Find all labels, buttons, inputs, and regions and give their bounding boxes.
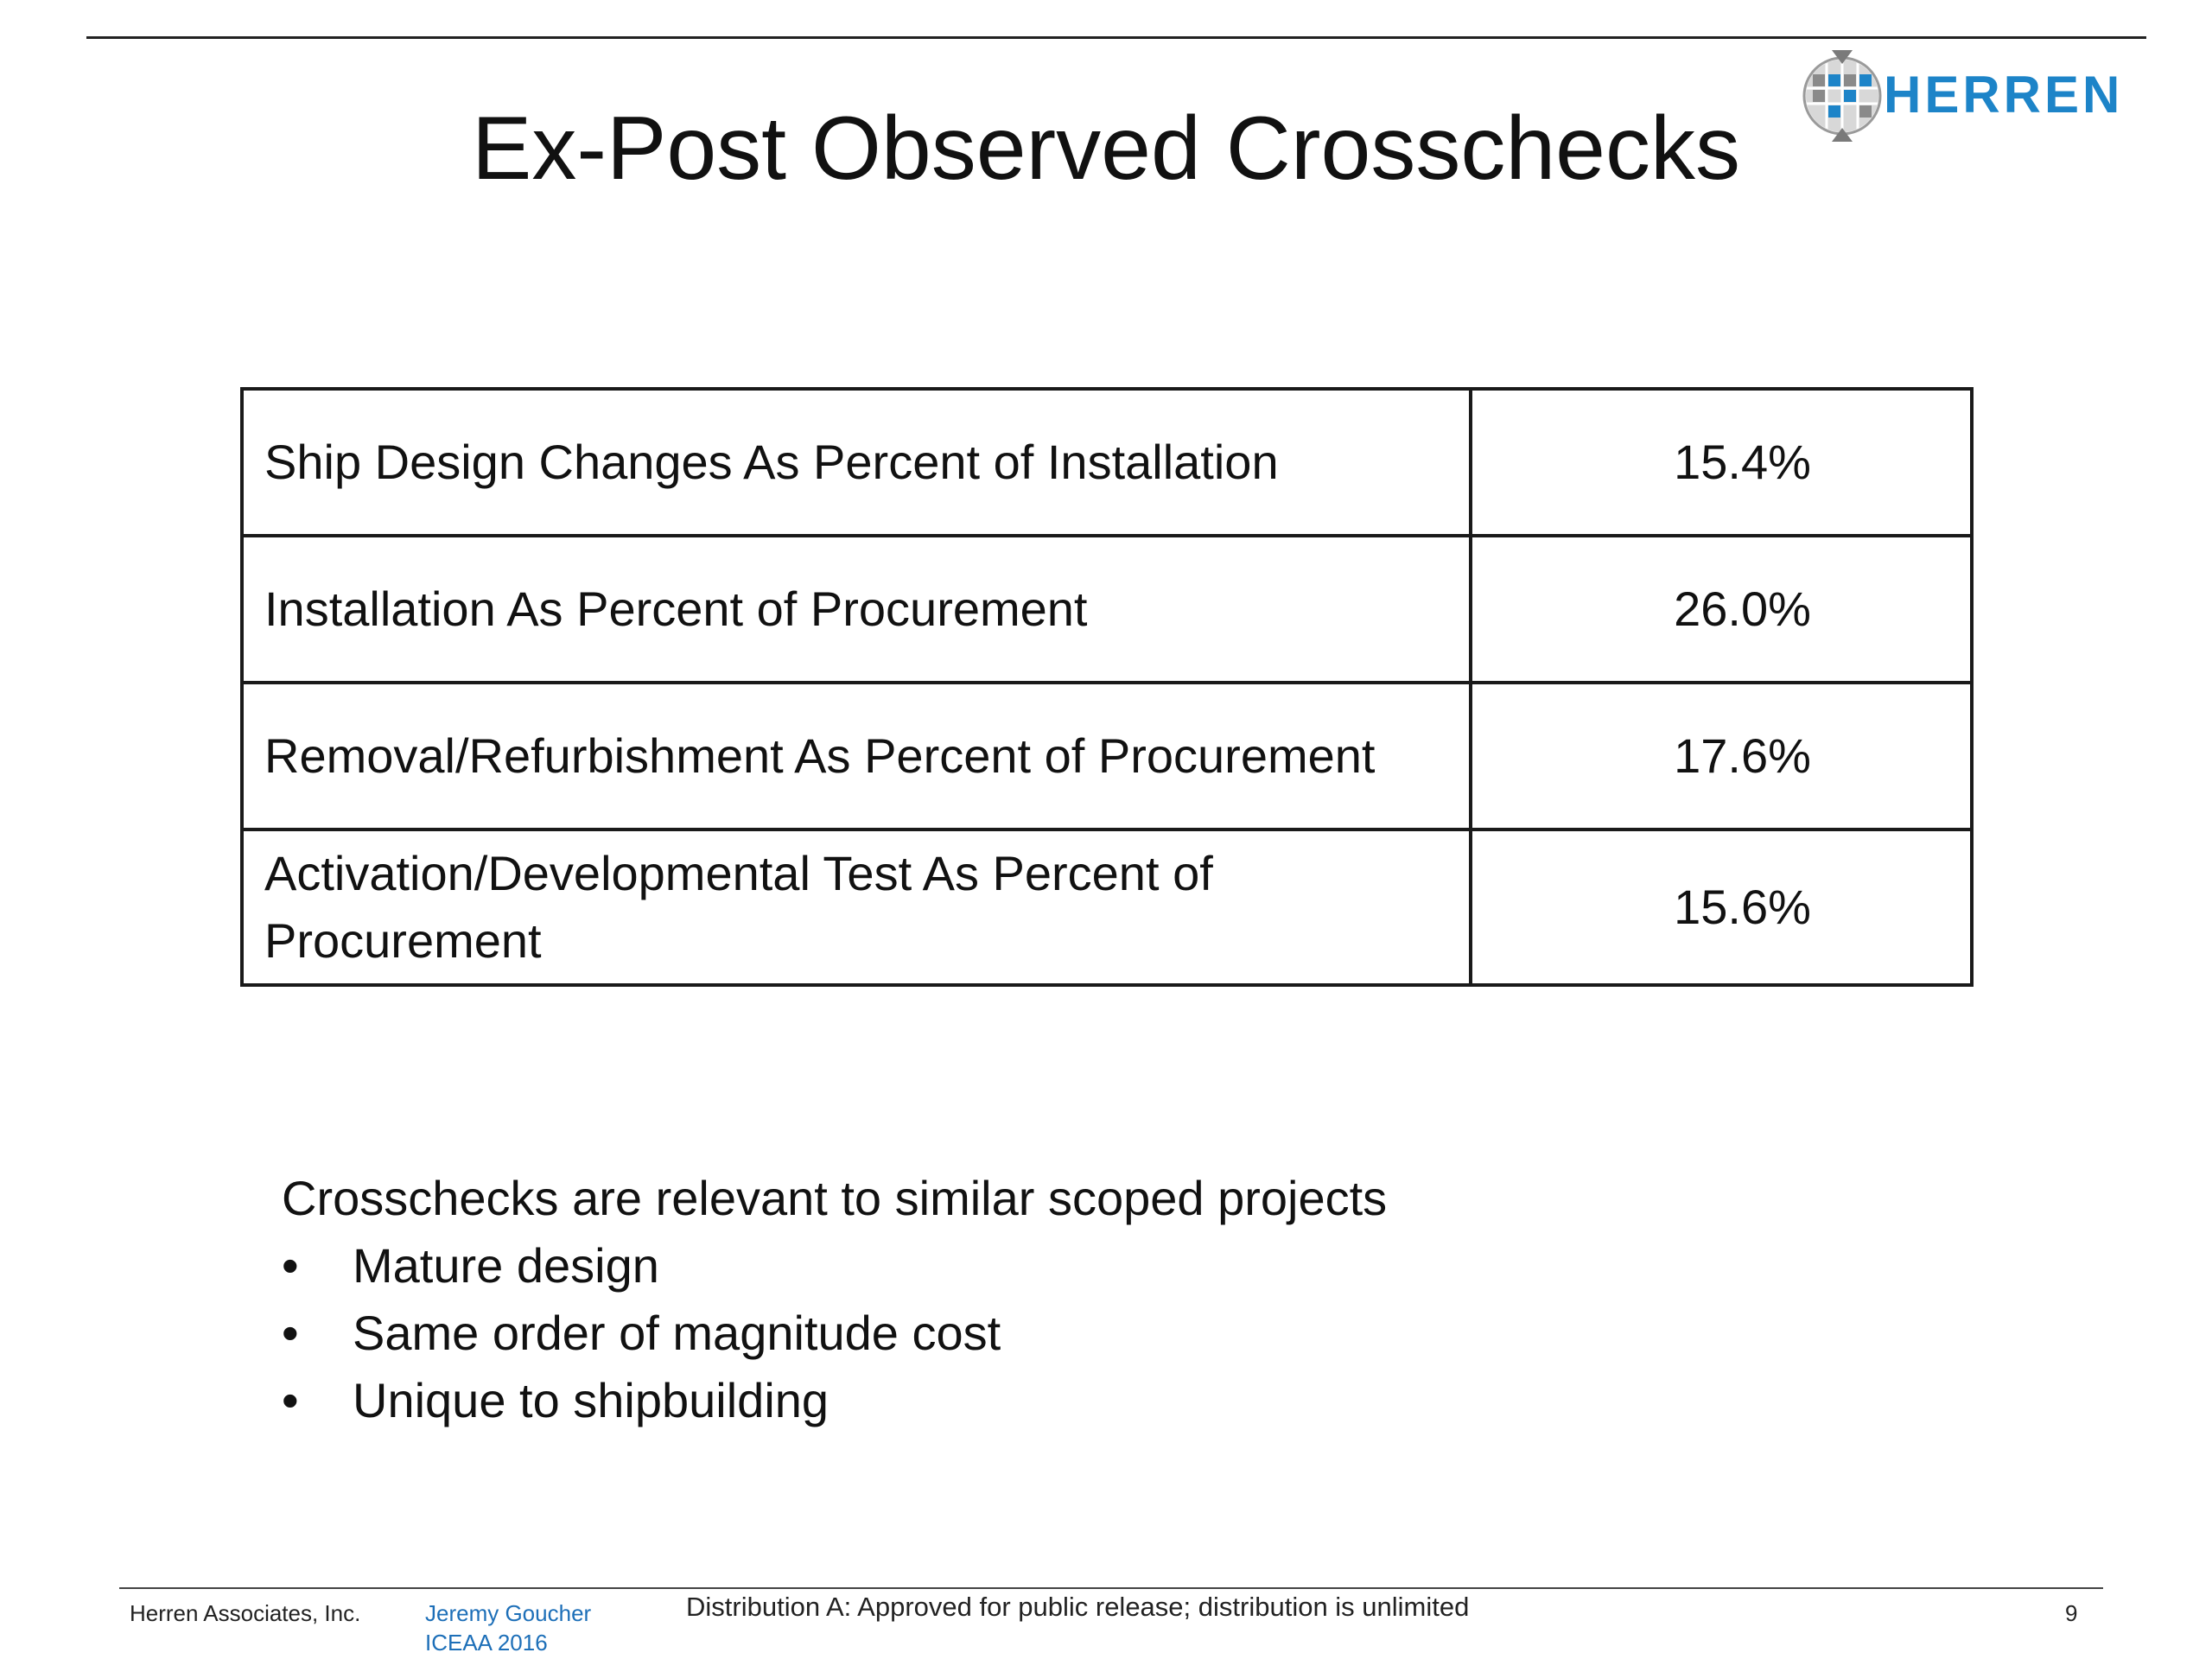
footer-distribution: Distribution A: Approved for public rele… [686,1592,1470,1622]
footer-event: ICEAA 2016 [425,1630,548,1656]
slide-title: Ex-Post Observed Crosschecks [471,99,1741,199]
table-row: Ship Design Changes As Percent of Instal… [240,387,1974,537]
row-value: 15.4% [1469,387,1974,537]
top-divider [86,36,2146,39]
table-row: Removal/Refurbishment As Percent of Proc… [240,681,1974,831]
globe-grid-icon [1802,50,1882,142]
table-row: Activation/Developmental Test As Percent… [240,828,1974,987]
row-label: Ship Design Changes As Percent of Instal… [240,387,1472,537]
row-value: 15.6% [1469,828,1974,987]
list-item: Unique to shipbuilding [282,1367,1387,1434]
bullet-list: Mature design Same order of magnitude co… [282,1232,1387,1434]
row-label: Removal/Refurbishment As Percent of Proc… [240,681,1472,831]
row-value: 17.6% [1469,681,1974,831]
company-logo: HERREN [1884,66,2124,124]
table-row: Installation As Percent of Procurement 2… [240,534,1974,684]
page-number: 9 [2065,1600,2078,1626]
row-value: 26.0% [1469,534,1974,684]
summary-block: Crosschecks are relevant to similar scop… [282,1165,1387,1434]
footer-company: Herren Associates, Inc. [130,1600,361,1626]
footer-author: Jeremy Goucher [425,1600,592,1626]
footer-divider [119,1587,2103,1589]
footer-author-block: Jeremy Goucher ICEAA 2016 [425,1599,591,1657]
list-item: Mature design [282,1232,1387,1300]
row-label: Installation As Percent of Procurement [240,534,1472,684]
list-item: Same order of magnitude cost [282,1300,1387,1367]
row-label: Activation/Developmental Test As Percent… [240,828,1472,987]
summary-heading: Crosschecks are relevant to similar scop… [282,1171,1388,1225]
crosscheck-table: Ship Design Changes As Percent of Instal… [240,387,1974,987]
